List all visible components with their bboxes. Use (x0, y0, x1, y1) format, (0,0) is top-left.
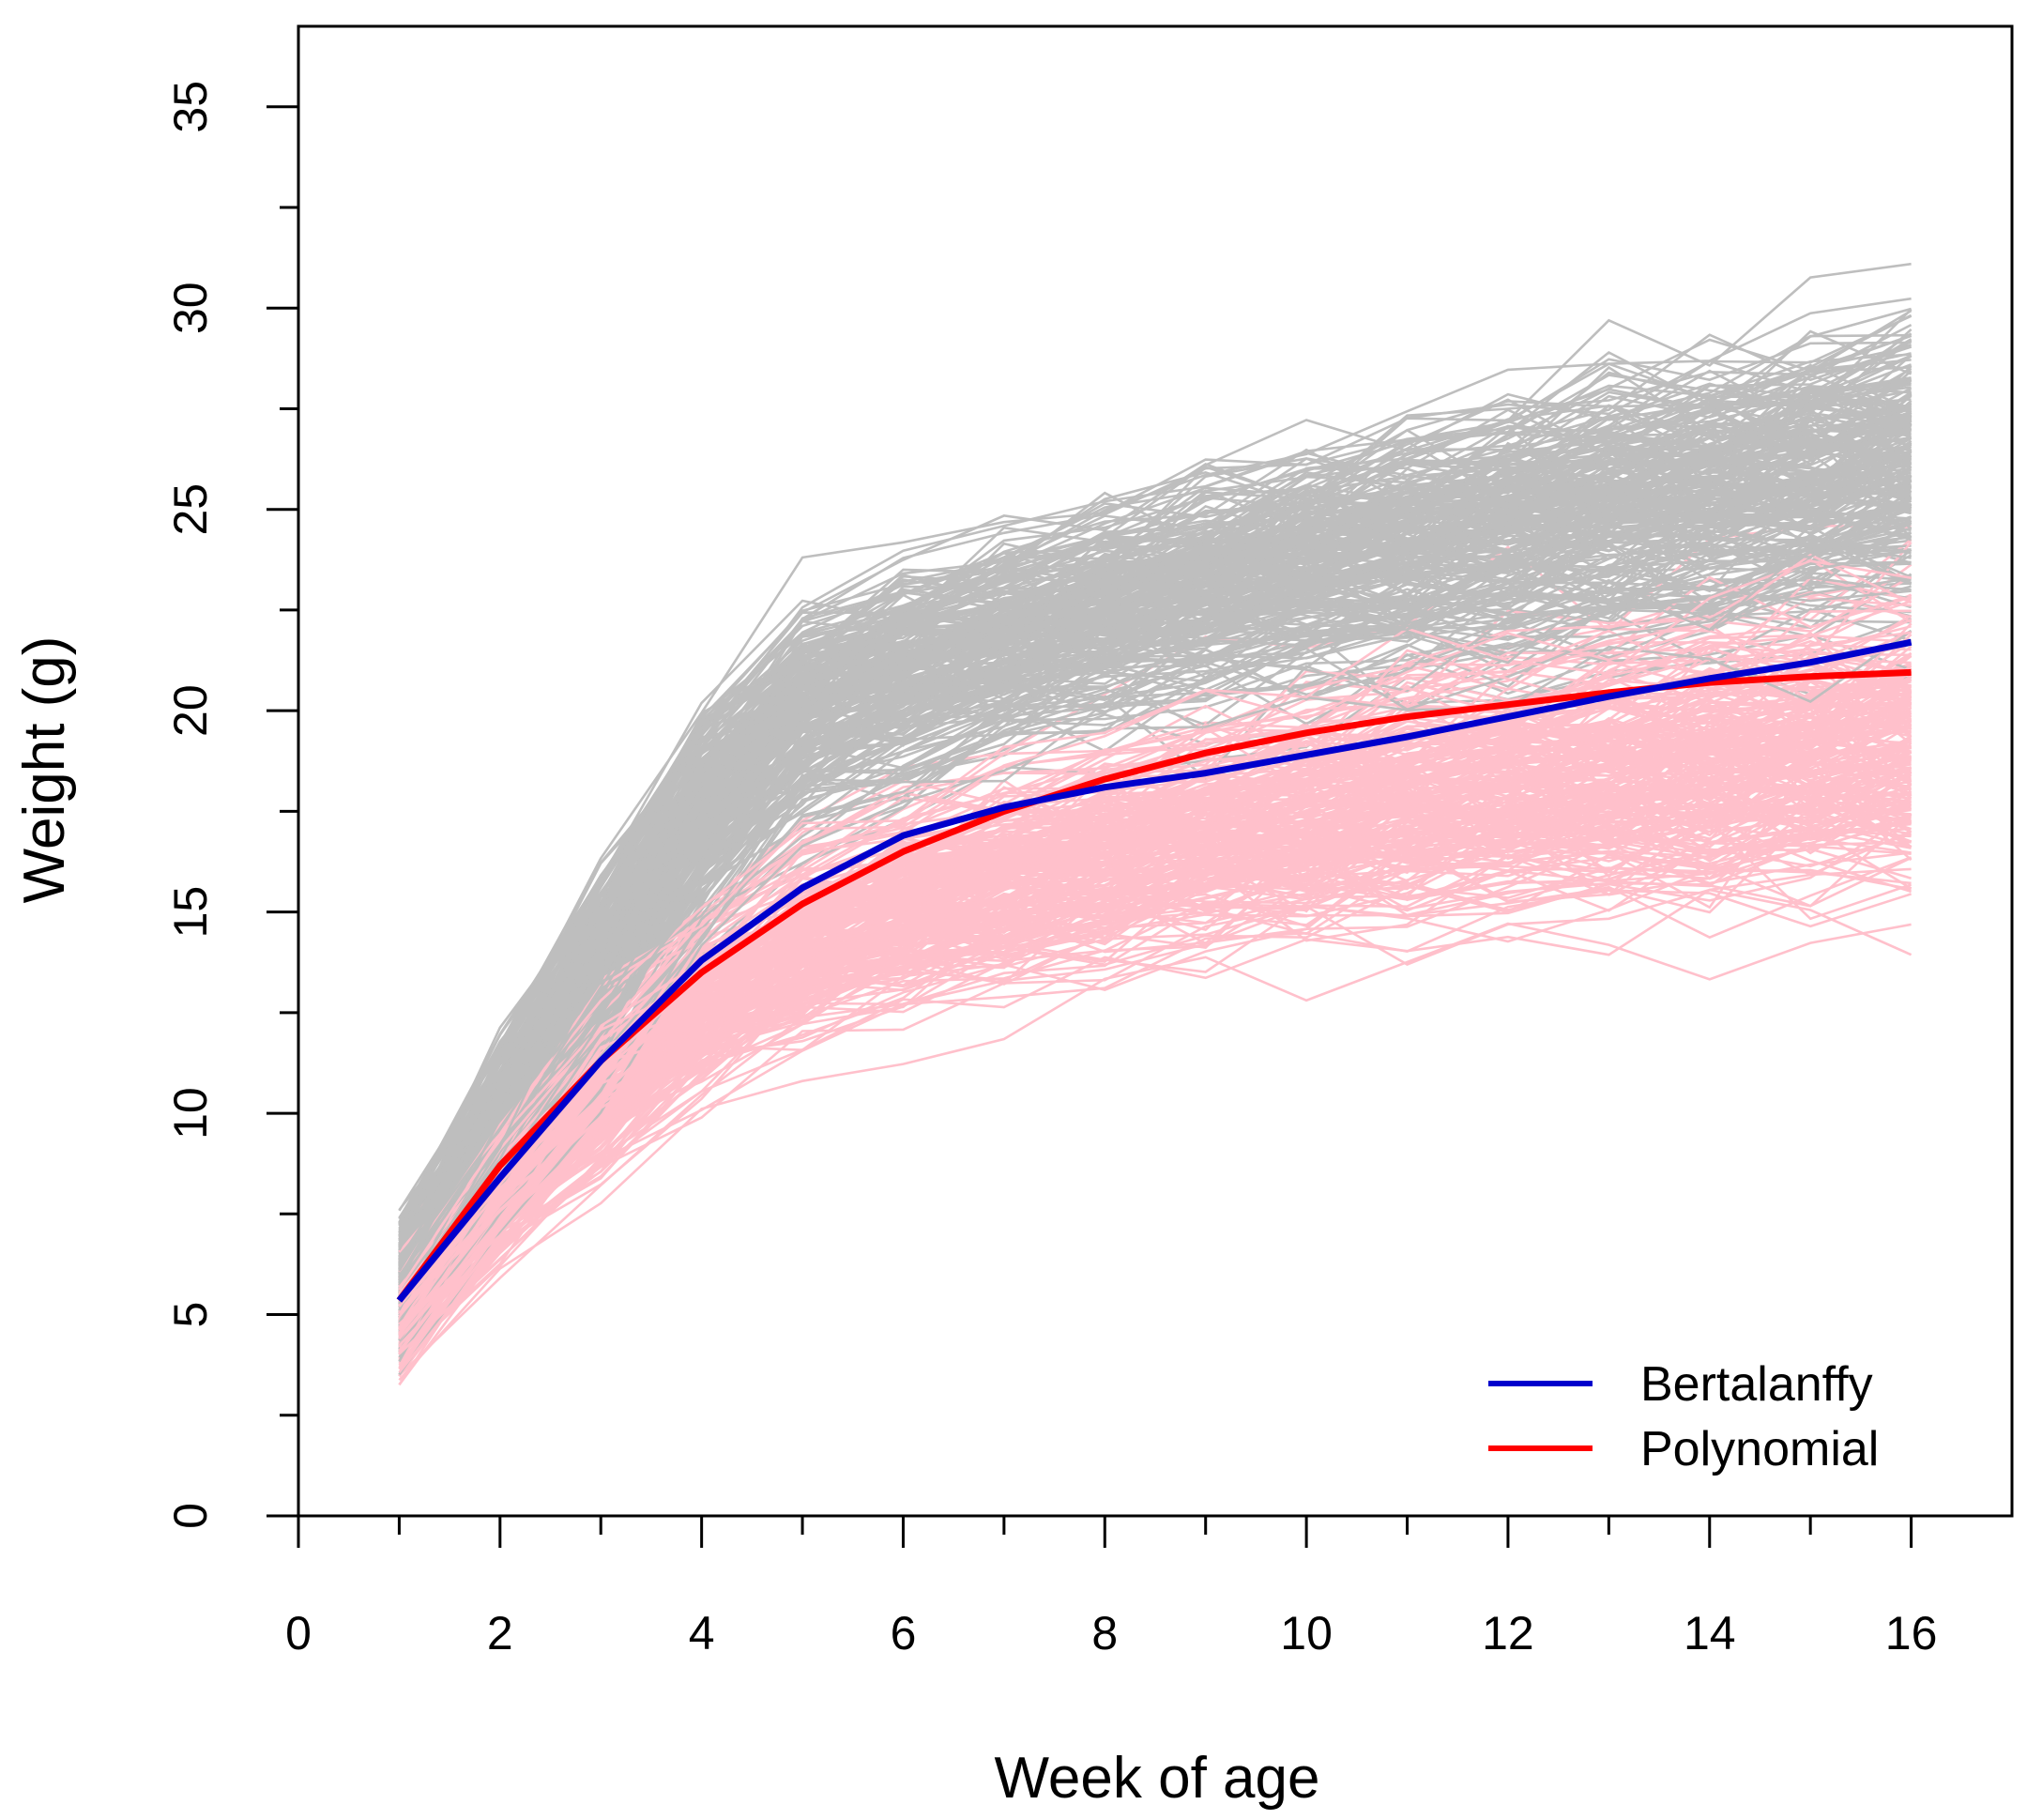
y-tick-label: 5 (164, 1302, 217, 1328)
legend-label-bertalanffy: Bertalanffy (1640, 1357, 1873, 1412)
pink-trajectory-line (398, 575, 1912, 1262)
pink-trajectory-line (398, 812, 1913, 1369)
fitted-curves (396, 638, 1913, 1303)
pink-trajectory-line (398, 768, 1913, 1330)
gray-trajectory-line (398, 441, 1913, 1272)
gray-trajectory-line (398, 629, 1913, 1376)
x-tick-label: 16 (1885, 1607, 1938, 1659)
pink-trajectory-line (398, 694, 1913, 1294)
legend: Bertalanffy Polynomial (1488, 1357, 1879, 1476)
y-axis-title: Weight (g) (12, 636, 77, 904)
gray-trajectory-line (398, 262, 1912, 1212)
x-tick-label: 2 (487, 1607, 513, 1659)
gray-trajectory-line (398, 413, 1912, 1281)
series-line-bertalanffy (396, 638, 1913, 1303)
gray-trajectory-line (398, 418, 1912, 1279)
gray-trajectory-line (398, 520, 1912, 1305)
y-tick-label: 20 (164, 684, 217, 737)
gray-trajectory-line (398, 442, 1912, 1268)
gray-trajectory-line (398, 536, 1913, 1336)
gray-trajectory-line (398, 457, 1913, 1277)
legend-label-polynomial: Polynomial (1640, 1422, 1879, 1476)
plot-frame (297, 24, 2014, 1518)
pink-trajectory-line (398, 750, 1913, 1341)
pink-trajectory-line (398, 867, 1912, 1370)
gray-trajectory-line (398, 334, 1913, 1226)
pink-trajectory-line (398, 751, 1913, 1331)
x-tick-label: 6 (891, 1607, 917, 1659)
pink-trajectory-line (398, 690, 1913, 1305)
gray-trajectory-line (398, 466, 1913, 1308)
x-tick-label: 0 (285, 1607, 312, 1659)
y-tick-label: 0 (164, 1503, 217, 1529)
y-tick-label: 10 (164, 1087, 217, 1139)
pink-trajectory-line (398, 685, 1913, 1304)
gray-trajectory-line (398, 543, 1912, 1301)
y-tick-label: 35 (164, 81, 217, 133)
x-tick-label: 10 (1280, 1607, 1333, 1659)
gray-trajectory-line (398, 575, 1912, 1363)
pink-trajectory-line (398, 553, 1913, 1273)
y-tick-label: 25 (164, 483, 217, 536)
pink-trajectory-line (398, 757, 1913, 1335)
x-tick-label: 8 (1091, 1607, 1118, 1659)
pink-trajectory-line (398, 848, 1912, 1374)
gray-trajectory-line (398, 384, 1912, 1238)
pink-trajectory-line (398, 678, 1912, 1277)
tick-marks (267, 105, 1913, 1548)
individual-trajectories (398, 262, 1913, 1386)
pink-trajectory-line (398, 749, 1912, 1307)
x-tick-label: 12 (1482, 1607, 1534, 1659)
gray-trajectory-line (398, 366, 1912, 1224)
gray-trajectory-line (398, 436, 1913, 1267)
gray-trajectory-line (398, 403, 1912, 1262)
pink-trajectory-line (398, 803, 1912, 1325)
x-tick-label: 14 (1684, 1607, 1736, 1659)
pink-trajectory-line (398, 849, 1912, 1377)
x-tick-label: 4 (689, 1607, 715, 1659)
pink-trajectory-line (398, 922, 1912, 1382)
gray-trajectory-line (398, 333, 1913, 1257)
pink-trajectory-line (398, 675, 1913, 1315)
gray-trajectory-line (398, 385, 1912, 1252)
tick-labels: 0 2 4 6 8 10 12 14 16 0 5 10 15 20 25 30 35 (164, 81, 1937, 1659)
gray-trajectory-line (398, 359, 1912, 1250)
pink-trajectory-line (398, 631, 1913, 1308)
axes (297, 24, 2014, 1518)
gray-trajectory-line (398, 495, 1913, 1308)
pink-trajectory-line (398, 797, 1912, 1355)
x-axis-title: Week of age (995, 1746, 1320, 1811)
y-tick-label: 30 (164, 282, 217, 334)
y-tick-label: 15 (164, 886, 217, 939)
gray-trajectory-line (398, 560, 1912, 1353)
gray-trajectory-line (398, 339, 1913, 1241)
